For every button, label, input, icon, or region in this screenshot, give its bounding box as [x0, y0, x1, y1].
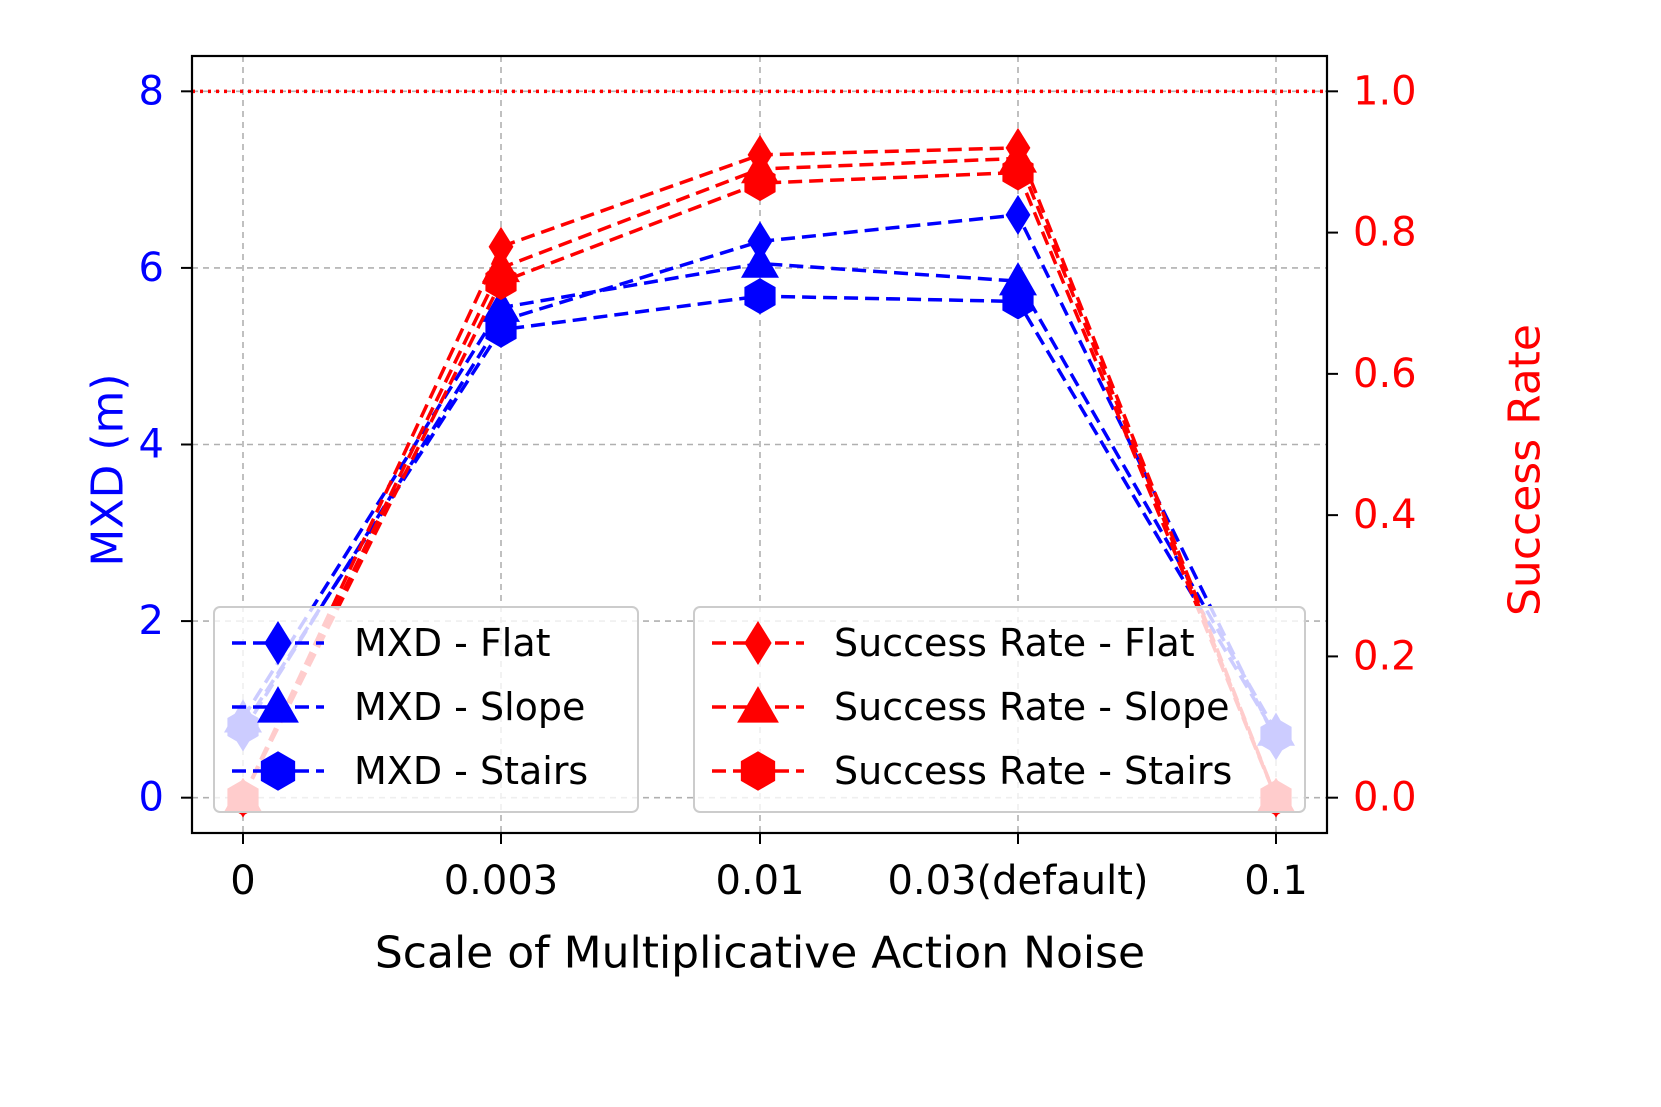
x-tick-label-2: 0.01 — [715, 858, 804, 904]
left-axis: 0 2 4 6 8 — [139, 68, 192, 821]
y-axis-label-right: Success Rate — [1500, 324, 1551, 616]
right-tick-label-4: 0.8 — [1353, 210, 1417, 256]
series-2-point-1 — [485, 311, 517, 348]
legend-left-swatch-marker-0 — [264, 621, 292, 665]
x-axis: 0 0.003 0.01 0.03(default) 0.1 — [230, 833, 1308, 904]
series-3-point-1 — [488, 226, 514, 267]
series-1-point-2 — [741, 244, 779, 278]
series-1-point-1 — [482, 288, 520, 322]
right-axis: 0.0 0.2 0.4 0.6 0.8 1.0 — [1327, 68, 1417, 821]
series-5-point-1 — [485, 264, 517, 301]
left-tick-label-1: 2 — [139, 598, 164, 644]
y-axis-label-left: MXD (m) — [83, 373, 134, 566]
legend-left-entry-2: MXD - Stairs — [354, 749, 588, 793]
right-tick-label-2: 0.4 — [1353, 492, 1417, 538]
series-line-2 — [241, 294, 1278, 737]
legend-left-box — [213, 606, 639, 813]
right-tick-label-5: 1.0 — [1353, 68, 1417, 114]
right-tick-label-3: 0.6 — [1353, 351, 1417, 397]
legend-right-swatch-marker-1 — [737, 686, 779, 723]
legend-success-rate: Success Rate - Flat Success Rate - Slope S… — [693, 606, 1306, 813]
left-tick-label-3: 6 — [139, 245, 164, 291]
series-2-point-2 — [744, 278, 776, 315]
legend-right-entry-0: Success Rate - Flat — [834, 621, 1195, 665]
left-tick-label-2: 4 — [139, 422, 164, 468]
series-5-point-2 — [744, 165, 776, 202]
legend-right-swatch-marker-2 — [740, 751, 776, 791]
x-axis-label: Scale of Multiplicative Action Noise — [375, 928, 1145, 979]
series-0-point-2 — [747, 221, 773, 262]
legend-left-swatch-marker-2 — [260, 751, 296, 791]
series-1-point-3 — [999, 262, 1037, 296]
legend-right-entry-2: Success Rate - Stairs — [834, 749, 1232, 793]
legend-left-entry-0: MXD - Flat — [354, 621, 551, 665]
x-tick-label-4: 0.1 — [1244, 858, 1308, 904]
right-tick-label-1: 0.2 — [1353, 633, 1417, 679]
legend-left-entry-1: MXD - Slope — [354, 685, 585, 729]
legend-right-swatch-marker-0 — [744, 621, 772, 665]
series-0-point-3 — [1005, 194, 1031, 235]
legend-right-box — [693, 606, 1306, 813]
x-tick-label-0: 0 — [230, 858, 255, 904]
legend-left-swatch-marker-1 — [257, 686, 299, 723]
left-tick-label-0: 0 — [139, 775, 164, 821]
legend-mxd: MXD - Flat MXD - Slope MXD - Stairs — [213, 606, 639, 813]
left-tick-label-4: 8 — [139, 68, 164, 114]
series-5-point-3 — [1002, 154, 1034, 191]
series-2-point-3 — [1002, 283, 1034, 320]
x-tick-label-1: 0.003 — [444, 858, 559, 904]
legend-right-entry-1: Success Rate - Slope — [834, 685, 1229, 729]
x-tick-label-3: 0.03(default) — [887, 858, 1148, 904]
right-tick-label-0: 0.0 — [1353, 775, 1417, 821]
